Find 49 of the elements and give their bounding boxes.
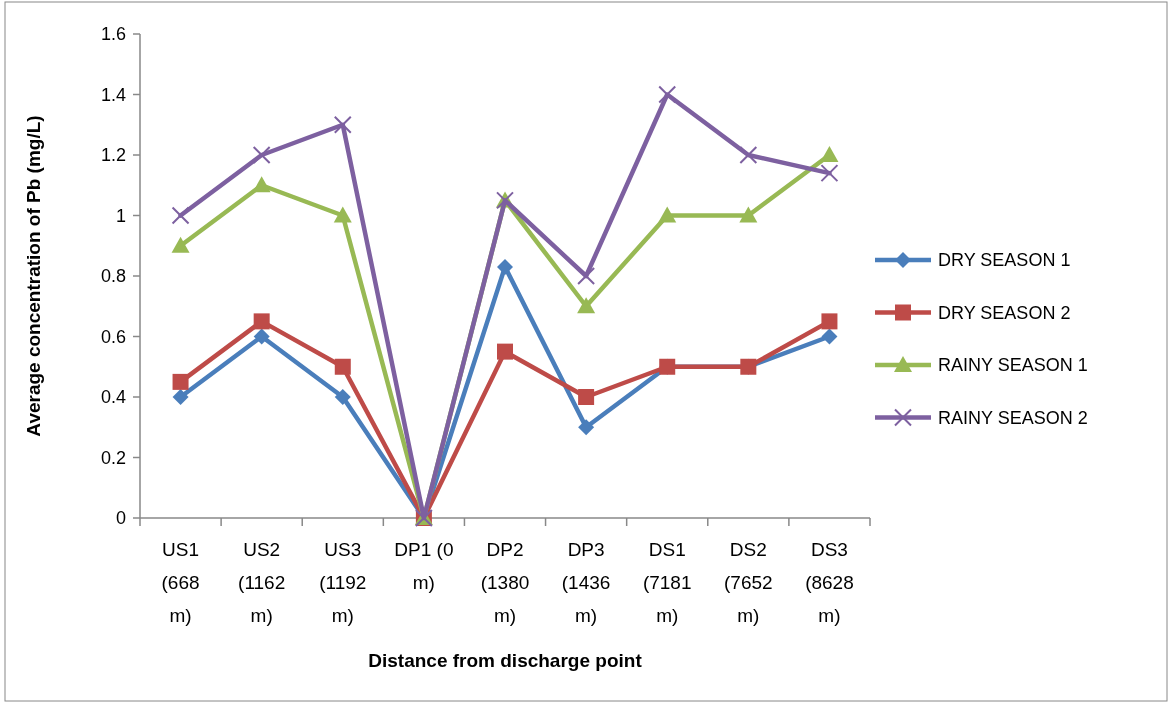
y-tick-label: 0.8 (100, 266, 126, 287)
point (253, 313, 270, 330)
point (820, 164, 839, 183)
x-tick-label: DS1 (7181 m) (642, 539, 692, 626)
x-tick-label: DP2 (1380 m) (480, 539, 530, 626)
point (171, 206, 190, 225)
point (739, 146, 758, 164)
point (820, 146, 839, 162)
x-tick-label: US3 (1192 m) (319, 539, 367, 626)
x-tick-label: US1 (668 m) (161, 539, 200, 626)
point (334, 389, 351, 405)
legend-label: DRY SEASON 2 (938, 302, 1071, 323)
point (821, 328, 838, 345)
point (739, 206, 758, 223)
point (172, 389, 189, 405)
y-axis-title: Average concentration of Pb (mg/L) (23, 115, 44, 437)
legend-label: RAINY SEASON 1 (938, 355, 1088, 376)
y-tick-label: 0 (115, 508, 126, 529)
point (333, 115, 352, 134)
y-tick-label: 1.2 (100, 145, 126, 166)
legend-label: DRY SEASON 1 (938, 250, 1071, 271)
point (253, 328, 270, 345)
point (334, 358, 351, 375)
x-tick-label: DP3 (1436 m) (561, 539, 611, 626)
point (577, 297, 596, 314)
y-tick-label: 0.4 (100, 387, 126, 408)
point (171, 236, 190, 253)
x-tick-label: DP1 (0 m) (394, 539, 454, 593)
point (658, 206, 677, 223)
x-tick-label: DS2 (7652 m) (724, 539, 773, 626)
point (252, 146, 271, 164)
y-tick-label: 1 (115, 205, 126, 226)
y-tick-label: 1.4 (100, 84, 126, 105)
point (497, 258, 513, 275)
point (578, 419, 595, 436)
y-tick-label: 0.6 (100, 326, 126, 347)
point (821, 313, 838, 330)
point (497, 343, 513, 360)
y-tick-label: 1.6 (100, 24, 126, 45)
x-tick-label: DS3 (8628 m) (805, 539, 854, 626)
point (658, 85, 677, 104)
y-tick-label: 0.2 (100, 447, 126, 468)
point (578, 389, 595, 405)
legend-label: RAINY SEASON 2 (938, 407, 1088, 428)
point (172, 373, 189, 390)
point (333, 206, 352, 223)
x-axis-title: Distance from discharge point (368, 650, 643, 671)
point (577, 267, 596, 285)
x-tick-label: US2 (1162 m) (238, 539, 286, 626)
